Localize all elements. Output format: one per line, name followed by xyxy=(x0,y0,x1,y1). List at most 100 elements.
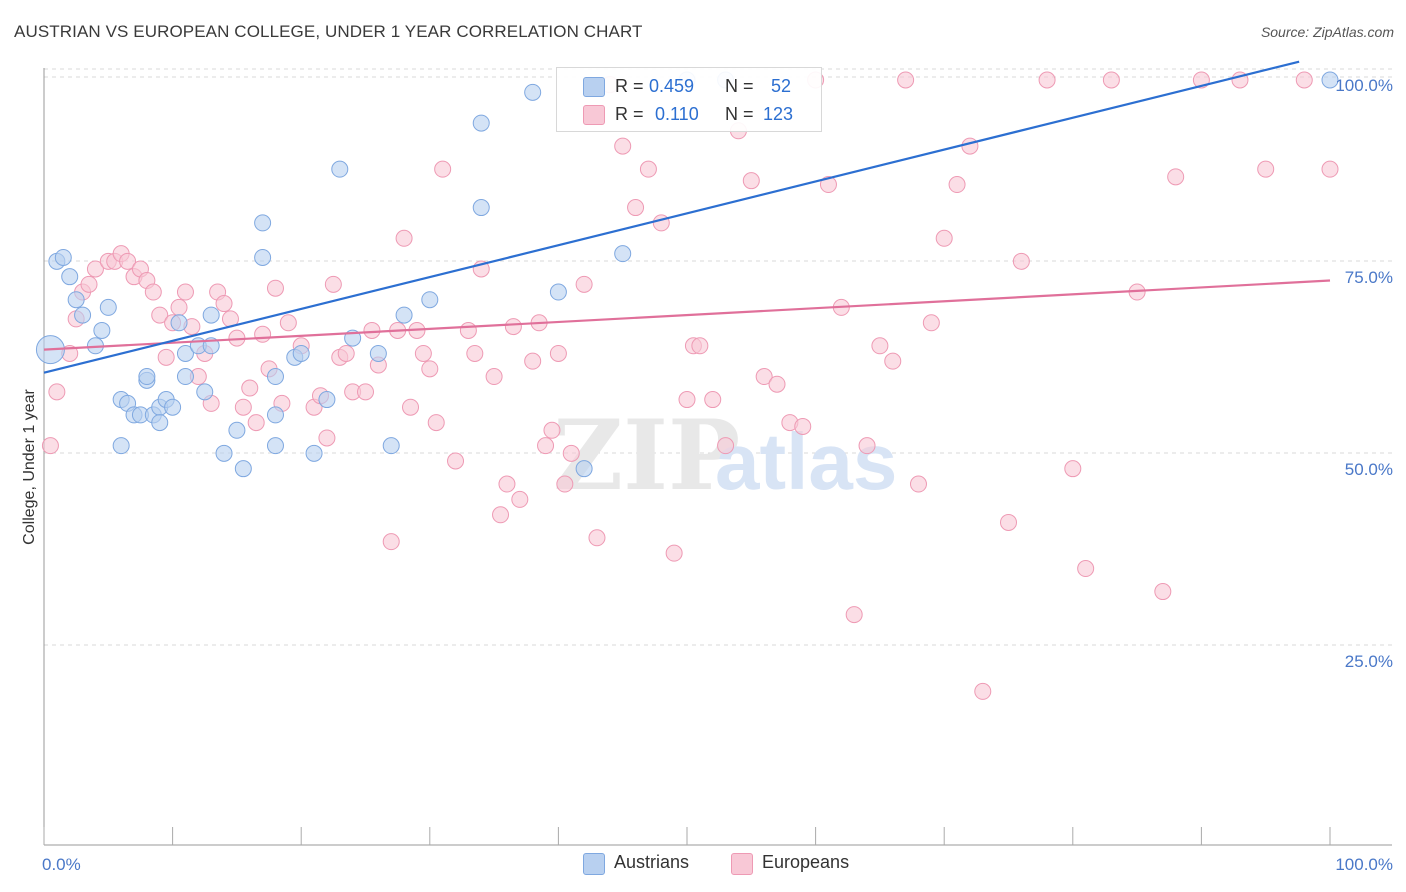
european-point xyxy=(318,429,336,447)
european-point xyxy=(948,176,966,194)
x-tick-label: 100.0% xyxy=(1335,855,1393,874)
austrian-point xyxy=(176,344,194,362)
austrian-point xyxy=(61,268,79,286)
source-label: Source: ZipAtlas.com xyxy=(1260,24,1394,40)
tick-labels: 25.0% 50.0% 75.0% 100.0% 0.0% 100.0% xyxy=(42,76,1393,874)
european-point xyxy=(639,160,657,178)
european-point xyxy=(935,229,953,247)
grid-lines xyxy=(44,68,1392,646)
european-point xyxy=(241,379,259,397)
austrian-point xyxy=(305,444,323,462)
austrian-point xyxy=(215,444,233,462)
european-point xyxy=(466,344,484,362)
austrian-point xyxy=(575,460,593,478)
european-point xyxy=(794,417,812,435)
austrian-point xyxy=(395,306,413,324)
austrian-point xyxy=(524,83,542,101)
austrian-point xyxy=(292,344,310,362)
european-point xyxy=(1102,71,1120,89)
european-point xyxy=(704,391,722,409)
legend-n-value: 123 xyxy=(763,104,794,124)
european-point xyxy=(627,199,645,217)
european-point xyxy=(768,375,786,393)
european-point xyxy=(41,437,59,455)
y-tick-label: 25.0% xyxy=(1345,652,1393,671)
bottom-legend-swatch-austrians xyxy=(583,853,605,875)
european-point xyxy=(234,398,252,416)
european-point xyxy=(459,321,477,339)
bottom-legend-austrians: Austrians xyxy=(614,852,690,872)
chart-title: AUSTRIAN VS EUROPEAN COLLEGE, UNDER 1 YE… xyxy=(14,22,643,41)
austrian-point xyxy=(1321,71,1339,89)
y-tick-label: 75.0% xyxy=(1345,268,1393,287)
legend-row-europeans: R = 0.110 N = 123 xyxy=(557,100,821,128)
european-point xyxy=(884,352,902,370)
european-point xyxy=(665,544,683,562)
european-point xyxy=(48,383,66,401)
european-point xyxy=(485,368,503,386)
european-point xyxy=(742,172,760,190)
european-point xyxy=(909,475,927,493)
european-point xyxy=(215,295,233,313)
y-tick-label: 50.0% xyxy=(1345,460,1393,479)
austrian-point xyxy=(614,245,632,263)
austrian-point xyxy=(196,383,214,401)
austrian-point xyxy=(421,291,439,309)
axes xyxy=(43,68,1392,846)
austrian-point xyxy=(472,199,490,217)
european-point xyxy=(447,452,465,470)
european-point xyxy=(1064,460,1082,478)
bottom-legend-europeans: Europeans xyxy=(762,852,850,872)
european-point xyxy=(357,383,374,401)
european-point xyxy=(717,437,735,455)
european-point xyxy=(1077,560,1095,578)
european-point xyxy=(845,606,863,624)
european-point xyxy=(421,360,439,378)
european-point xyxy=(897,71,915,89)
european-point xyxy=(922,314,940,332)
european-point xyxy=(363,321,381,339)
european-point xyxy=(279,314,297,332)
europeans-points xyxy=(41,71,1339,700)
european-point xyxy=(537,437,555,455)
european-point xyxy=(1295,71,1313,89)
europeans-trend-line xyxy=(43,279,1331,351)
european-point xyxy=(562,444,580,462)
european-point xyxy=(1321,160,1339,178)
european-point xyxy=(858,437,876,455)
european-point xyxy=(511,490,529,508)
european-point xyxy=(575,275,593,293)
european-point xyxy=(543,421,561,439)
austrian-point xyxy=(549,283,567,301)
legend-n-label: N = xyxy=(725,76,754,96)
austrian-point xyxy=(331,160,349,178)
european-point xyxy=(395,229,413,247)
austrians-trend-line xyxy=(43,60,1300,374)
european-point xyxy=(691,337,709,355)
european-point xyxy=(961,137,979,155)
austrian-point xyxy=(164,398,182,416)
european-point xyxy=(86,260,104,278)
european-point xyxy=(119,252,137,270)
bottom-legend-swatch-europeans xyxy=(731,853,753,875)
austrian-point xyxy=(266,406,284,424)
european-point xyxy=(1038,71,1056,89)
european-point xyxy=(1000,513,1017,531)
austrian-point xyxy=(99,298,117,316)
european-point xyxy=(427,414,445,432)
austrian-point xyxy=(254,214,272,232)
legend-swatch-pink xyxy=(583,105,605,125)
austrian-point xyxy=(138,368,156,386)
watermark: ZIP atlas xyxy=(553,399,897,512)
legend-r-label: R = xyxy=(615,104,644,124)
legend-row-austrians: R = 0.459 N = 52 xyxy=(557,72,821,100)
european-point xyxy=(588,529,606,547)
austrian-point xyxy=(318,391,336,409)
european-point xyxy=(556,475,574,493)
austrian-point xyxy=(67,291,85,309)
x-tick-label: 0.0% xyxy=(42,855,81,874)
european-point xyxy=(254,325,272,343)
legend-r-value: 0.110 xyxy=(655,104,699,124)
austrian-point xyxy=(266,437,284,455)
